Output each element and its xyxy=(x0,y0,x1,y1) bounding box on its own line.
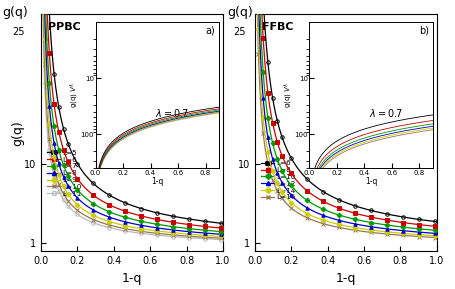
Text: 25: 25 xyxy=(12,27,25,37)
X-axis label: 1-q: 1-q xyxy=(336,272,356,285)
Legend: L=5, L=6, L=7, L=8, L=9, L=10, L=11: L=5, L=6, L=7, L=8, L=9, L=10, L=11 xyxy=(45,147,85,199)
Legend: L=6, L=8, L=10, L=12, L=14, L=16: L=6, L=8, L=10, L=12, L=14, L=16 xyxy=(258,158,299,203)
Text: g(q): g(q) xyxy=(228,6,253,19)
X-axis label: 1-q: 1-q xyxy=(122,272,142,285)
Text: PPBC: PPBC xyxy=(48,22,81,32)
Y-axis label: g(q): g(q) xyxy=(11,120,24,146)
Text: FFBC: FFBC xyxy=(262,22,293,32)
Text: g(q): g(q) xyxy=(2,6,28,19)
Text: 25: 25 xyxy=(233,27,246,37)
